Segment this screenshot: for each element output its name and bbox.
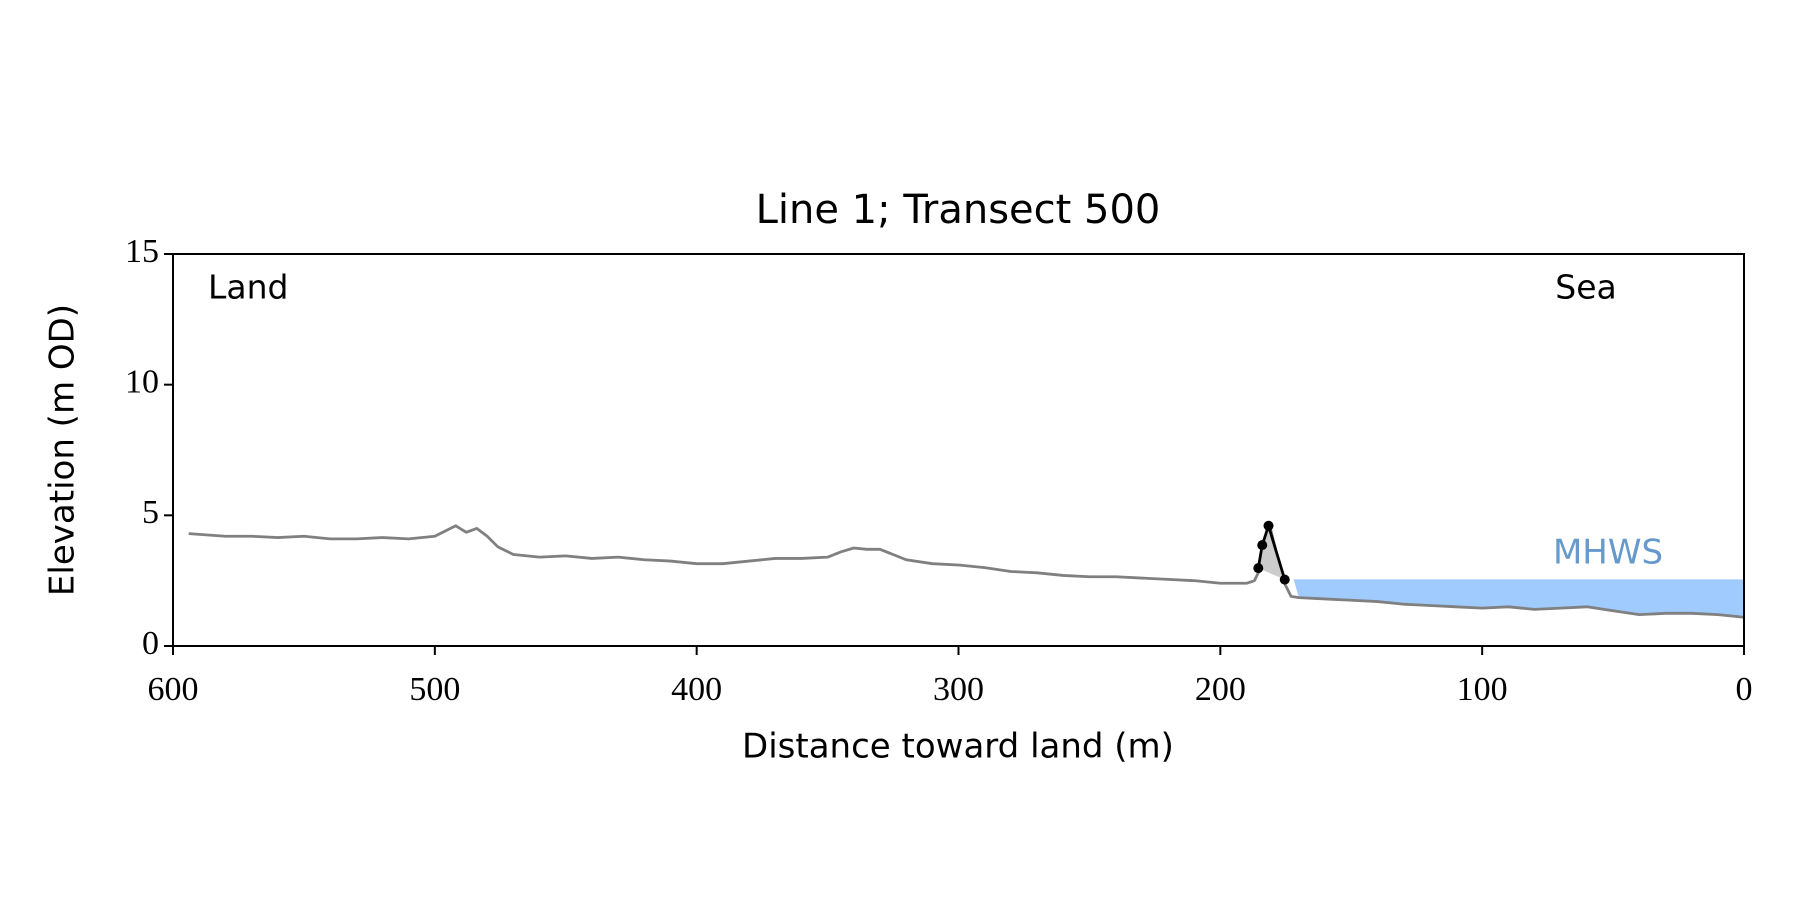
annotation: Sea — [1555, 268, 1616, 307]
series-line — [188, 524, 1745, 619]
y-tick-label: 0 — [142, 625, 159, 662]
point — [1263, 520, 1274, 531]
point — [1253, 563, 1264, 574]
y-axis-label: Elevation (m OD) — [43, 304, 83, 596]
x-tick-label: 600 — [148, 671, 199, 708]
point — [1279, 574, 1290, 585]
x-tick-label: 200 — [1195, 671, 1246, 708]
y-tick-label: 5 — [142, 494, 159, 531]
x-tick-label: 0 — [1736, 671, 1753, 708]
mhws-label: MHWS — [1553, 533, 1663, 573]
chart-title: Line 1; Transect 500 — [756, 187, 1161, 233]
x-axis-label: Distance toward land (m) — [742, 727, 1174, 767]
point — [1257, 540, 1268, 551]
y-tick-label: 15 — [125, 233, 159, 270]
mhws-area — [1293, 579, 1744, 618]
x-tick-label: 400 — [671, 671, 722, 708]
x-tick-label: 300 — [933, 671, 984, 708]
x-tick-label: 100 — [1457, 671, 1508, 708]
series-line — [1256, 524, 1287, 581]
y-tick-label: 10 — [125, 363, 159, 400]
annotation: Land — [208, 268, 288, 307]
x-tick-label: 500 — [409, 671, 460, 708]
